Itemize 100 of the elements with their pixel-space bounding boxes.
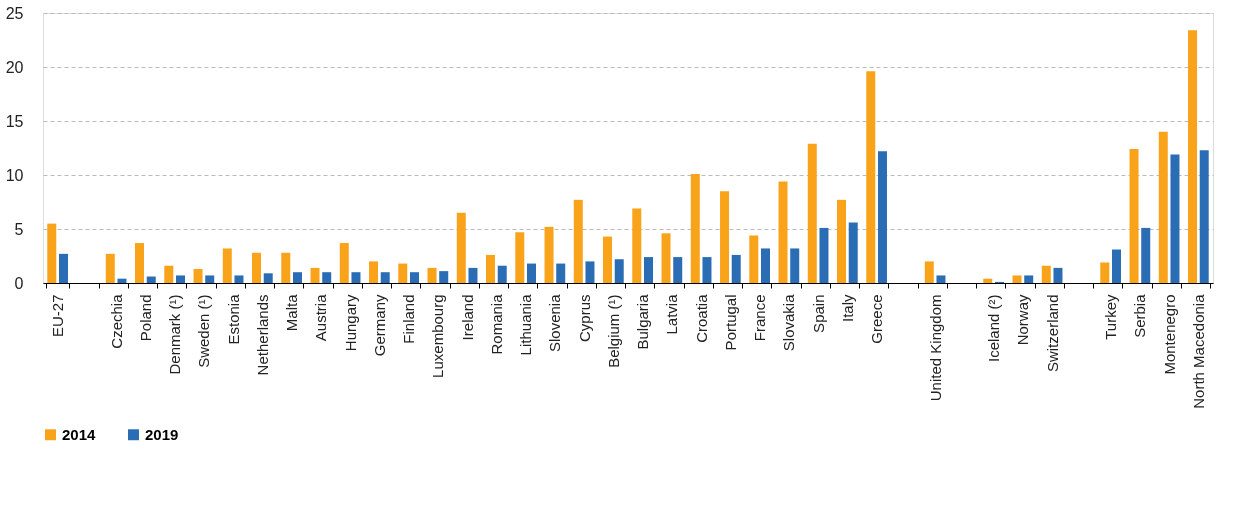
bar xyxy=(603,236,613,283)
bar xyxy=(351,272,361,283)
bar xyxy=(234,275,244,283)
bar xyxy=(339,243,349,283)
bar xyxy=(193,268,203,283)
bar xyxy=(866,71,876,283)
x-tick-label: France xyxy=(751,294,769,342)
x-tick-label: Hungary xyxy=(341,294,359,352)
x-tick-label: Norway xyxy=(1014,294,1032,346)
bar xyxy=(263,273,273,283)
bar xyxy=(1024,275,1034,283)
bar xyxy=(1199,150,1209,283)
bar xyxy=(526,263,536,283)
bar xyxy=(175,275,185,283)
y-tick-label: 0 xyxy=(14,274,24,292)
bar xyxy=(117,278,127,283)
bar xyxy=(58,253,68,283)
y-tick-label: 5 xyxy=(14,220,24,238)
bar xyxy=(702,257,712,283)
x-tick-label: Ireland xyxy=(458,294,476,341)
x-tick-label: Switzerland xyxy=(1043,294,1061,373)
bar xyxy=(380,272,390,283)
x-tick-label: Cyprus xyxy=(575,294,593,343)
bar xyxy=(643,257,653,283)
x-tick-label: Croatia xyxy=(692,293,710,343)
x-tick-label: Italy xyxy=(838,294,856,323)
bar xyxy=(749,235,759,283)
x-tick-label: Slovenia xyxy=(546,293,564,353)
bar xyxy=(556,263,566,283)
bar xyxy=(1141,227,1151,283)
bar xyxy=(1100,262,1110,283)
x-tick-label: Luxembourg xyxy=(429,294,447,378)
bar xyxy=(1170,154,1180,283)
bar xyxy=(47,223,57,283)
bar xyxy=(281,252,291,283)
x-tick-label: Romania xyxy=(487,293,505,355)
bar xyxy=(105,253,115,283)
bar xyxy=(1188,30,1198,283)
x-tick-label: Bulgaria xyxy=(634,293,652,350)
bar xyxy=(1012,275,1022,283)
bar xyxy=(661,233,671,283)
y-tick-label: 20 xyxy=(5,58,24,76)
bar xyxy=(427,267,437,283)
x-tick-label: Germany xyxy=(370,294,388,357)
legend-label: 2014 xyxy=(62,425,97,443)
bar xyxy=(468,267,478,283)
x-tick-label: Portugal xyxy=(721,294,739,351)
bar xyxy=(778,181,788,283)
x-tick-label: United Kingdom xyxy=(926,294,944,402)
bar xyxy=(544,226,554,283)
bar xyxy=(924,261,934,283)
x-tick-label: Estonia xyxy=(224,293,242,345)
bar xyxy=(983,278,993,283)
bar xyxy=(807,143,817,283)
bar xyxy=(205,275,215,283)
bar xyxy=(1053,267,1063,283)
x-tick-label: Slovakia xyxy=(780,293,798,352)
y-tick-label: 10 xyxy=(5,166,24,184)
x-tick-label: Iceland (²) xyxy=(985,294,1003,363)
bar xyxy=(632,208,642,283)
bar xyxy=(877,151,887,283)
bar xyxy=(690,173,700,283)
x-tick-label: Finland xyxy=(400,294,418,344)
bar xyxy=(146,276,156,283)
bar xyxy=(614,259,624,283)
bar xyxy=(497,265,507,283)
bar xyxy=(585,261,595,283)
x-tick-label: Greece xyxy=(868,294,886,344)
bar xyxy=(837,199,847,283)
bar xyxy=(573,199,583,283)
x-tick-label: Austria xyxy=(312,293,330,342)
y-tick-label: 25 xyxy=(5,4,24,22)
x-tick-label: Montenegro xyxy=(1160,294,1178,375)
bar xyxy=(819,227,829,283)
x-tick-label: Turkey xyxy=(1102,294,1120,340)
bar xyxy=(252,252,262,283)
legend-label: 2019 xyxy=(145,425,179,443)
bar xyxy=(292,272,302,283)
bar xyxy=(164,265,174,283)
x-tick-label: North Macedonia xyxy=(1189,293,1207,409)
bar xyxy=(456,212,466,283)
bar xyxy=(673,257,683,283)
x-tick-label: Poland xyxy=(136,294,154,342)
x-tick-label: Malta xyxy=(283,293,301,332)
x-tick-label: Denmark (¹) xyxy=(166,294,184,375)
x-tick-label: Netherlands xyxy=(253,294,271,376)
bar xyxy=(760,248,770,283)
x-tick-label: Spain xyxy=(809,294,827,333)
bar xyxy=(790,248,800,283)
x-tick-label: Czechia xyxy=(107,293,125,349)
bar xyxy=(731,254,741,283)
bar xyxy=(1129,149,1139,283)
bar xyxy=(1041,265,1051,283)
bar xyxy=(848,222,858,283)
bar xyxy=(369,261,379,283)
x-tick-label: Lithuania xyxy=(517,293,535,356)
bar xyxy=(322,272,332,283)
x-tick-label: EU-27 xyxy=(49,294,67,338)
bar xyxy=(1111,249,1121,283)
bar xyxy=(135,243,145,283)
